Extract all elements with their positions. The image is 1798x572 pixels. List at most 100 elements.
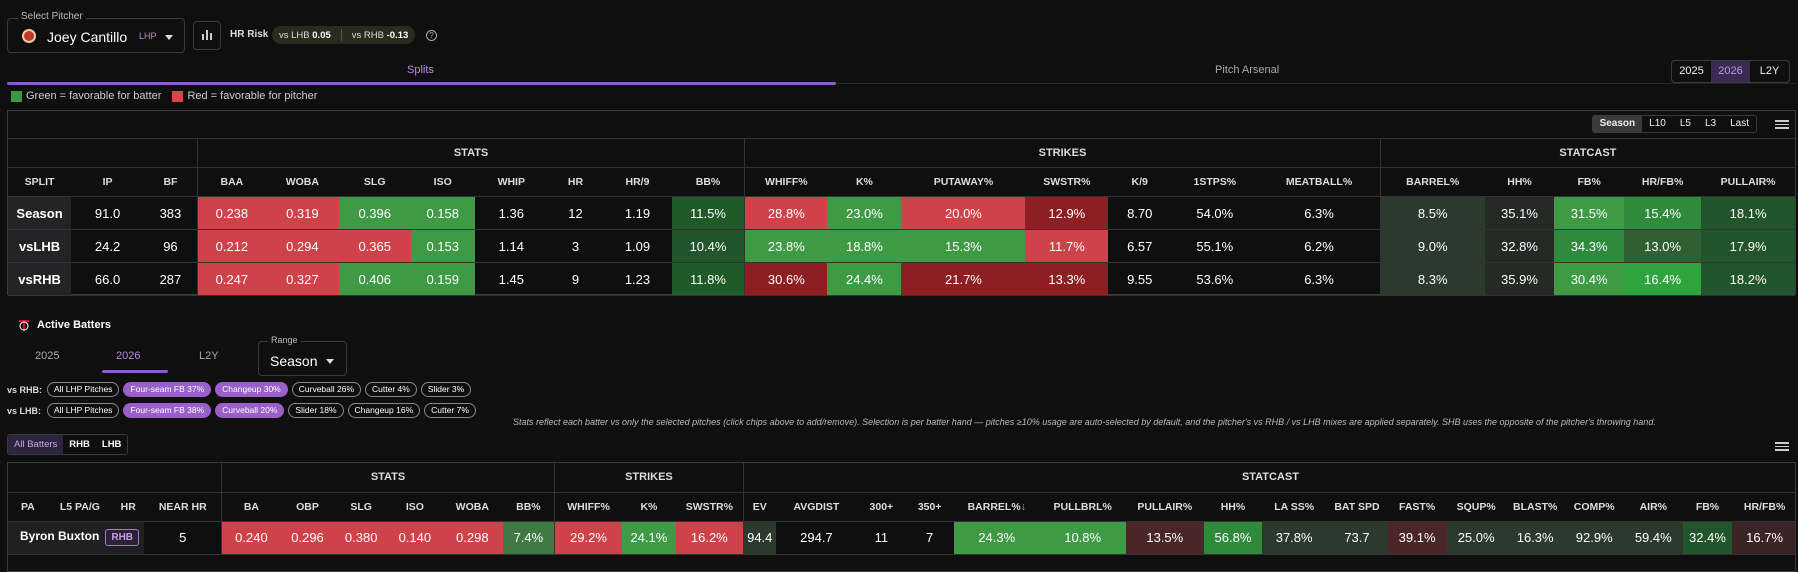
pitch-chip[interactable]: Four-seam FB 37% [123, 382, 212, 397]
batter-col-pullair-pct[interactable]: PULLAIR% [1125, 492, 1204, 522]
col-baa[interactable]: BAA [196, 167, 266, 197]
batter-col-swstr-pct[interactable]: SWSTR% [675, 492, 744, 522]
year-2025-button[interactable]: 2025 [1679, 65, 1704, 77]
pitcher-select[interactable]: Select Pitcher Joey Cantillo LHP [7, 11, 185, 53]
filter-settings-icon[interactable] [1775, 118, 1789, 130]
batter-col-300-plus[interactable]: 300+ [857, 492, 906, 522]
col-split[interactable]: SPLIT [8, 167, 72, 197]
batter-col-near-hr[interactable]: NEAR HR [144, 492, 222, 522]
pitch-chip[interactable]: Changeup 16% [347, 403, 421, 418]
range-label: Range [268, 335, 301, 345]
batter-col-comp-pct[interactable]: COMP% [1564, 492, 1624, 522]
batter-col-hr[interactable]: HR [112, 492, 145, 522]
batter-col-avgdist[interactable]: AVGDIST [775, 492, 858, 522]
pitch-chip[interactable]: Four-seam FB 38% [123, 403, 212, 418]
col-ip[interactable]: IP [71, 167, 145, 197]
batter-col-fast-pct[interactable]: FAST% [1387, 492, 1447, 522]
year-2026-button[interactable]: 2026 [1711, 61, 1750, 82]
pitch-chip[interactable]: All LHP Pitches [47, 403, 120, 418]
chevron-down-icon [165, 35, 173, 40]
pitcher-splits-table: STATS STRIKES STATCAST SPLIT IP BF BAA WOBA S… [8, 138, 1795, 296]
period-l10-button[interactable]: L10 [1649, 118, 1666, 129]
batter-col-350-plus[interactable]: 350+ [905, 492, 954, 522]
col-whip[interactable]: WHIP [474, 167, 548, 197]
period-season-button[interactable]: Season [1592, 116, 1643, 132]
tab-pitch-arsenal[interactable]: Pitch Arsenal [1215, 64, 1280, 76]
col-hh-pct[interactable]: HH% [1484, 167, 1555, 197]
col-1stps-pct[interactable]: 1STPS% [1171, 167, 1259, 197]
batter-col-bb-pct[interactable]: BB% [502, 492, 555, 522]
pitch-chip[interactable]: Cutter 7% [424, 403, 476, 418]
batter-col-pa[interactable]: PA [8, 492, 48, 522]
batter-cell-woba: 0.298 [441, 521, 503, 555]
batter-col-woba[interactable]: WOBA [441, 492, 503, 522]
filter-all-batters[interactable]: All Batters [8, 435, 64, 454]
batter-col-air-pct[interactable]: AIR% [1623, 492, 1683, 522]
batter-col-barrel-pct[interactable]: BARREL%↓ [953, 492, 1040, 522]
batter-col-fb-pct[interactable]: FB% [1682, 492, 1733, 522]
batters-tab-2026[interactable]: 2026 [116, 350, 141, 362]
pitch-chip[interactable]: Slider 3% [420, 382, 472, 397]
batter-col-k-pct[interactable]: K% [622, 492, 676, 522]
batter-col-blast-pct[interactable]: BLAST% [1505, 492, 1565, 522]
col-bb-pct[interactable]: BB% [671, 167, 745, 197]
tab-splits[interactable]: Splits [407, 64, 434, 76]
col-k-pct[interactable]: K% [827, 167, 902, 197]
batter-col-l5-pa-g[interactable]: L5 PA/G [47, 492, 113, 522]
col-meatball-pct[interactable]: MEATBALL% [1258, 167, 1381, 197]
col-fb-pct[interactable]: FB% [1554, 167, 1624, 197]
cell-meatball-pct: 6.3% [1258, 196, 1381, 230]
batter-col-hr-fb-pct[interactable]: HR/FB% [1732, 492, 1795, 522]
pitch-chip[interactable]: Changeup 30% [215, 382, 288, 397]
batter-col-whiff-pct[interactable]: WHIFF% [553, 492, 623, 522]
col-hr-fb-pct[interactable]: HR/FB% [1623, 167, 1702, 197]
filter-rhb[interactable]: RHB [69, 439, 90, 450]
pitch-chip[interactable]: Slider 18% [288, 403, 344, 418]
cell-barrel-pct: 8.5% [1379, 196, 1485, 230]
col-k-9[interactable]: K/9 [1108, 167, 1172, 197]
col-swstr-pct[interactable]: SWSTR% [1025, 167, 1109, 197]
batter-row[interactable]: Byron Buxton RHB 5 0.240 0.296 0.380 0.140 0.29… [8, 521, 1795, 555]
batter-col-obp[interactable]: OBP [280, 492, 335, 522]
batter-col-ev[interactable]: EV [742, 492, 776, 522]
col-bf[interactable]: BF [144, 167, 198, 197]
chart-button[interactable] [193, 21, 221, 50]
team-logo-icon [19, 320, 29, 331]
pitch-chip[interactable]: Curveball 26% [291, 382, 362, 397]
batter-name[interactable]: Byron Buxton [20, 529, 100, 543]
batter-name-cell[interactable]: Byron Buxton RHB [8, 521, 145, 555]
range-select[interactable]: Range Season [258, 335, 347, 376]
batter-col-squp-pct[interactable]: SQUP% [1446, 492, 1506, 522]
col-hr-9[interactable]: HR/9 [603, 167, 672, 197]
year-l2y-button[interactable]: L2Y [1759, 65, 1780, 77]
col-woba[interactable]: WOBA [265, 167, 339, 197]
filter-lhb[interactable]: LHB [101, 439, 122, 450]
help-icon[interactable]: ? [426, 30, 437, 41]
batter-col-slg[interactable]: SLG [334, 492, 389, 522]
col-barrel-pct[interactable]: BARREL% [1379, 167, 1485, 197]
pitch-chip[interactable]: Cutter 4% [365, 382, 417, 397]
col-whiff-pct[interactable]: WHIFF% [744, 167, 828, 197]
pitch-chip[interactable]: All LHP Pitches [47, 382, 120, 397]
batter-settings-icon[interactable] [1775, 440, 1789, 452]
col-slg[interactable]: SLG [338, 167, 411, 197]
batter-group-stats: STATS [221, 463, 555, 493]
batters-tab-2025[interactable]: 2025 [35, 350, 60, 362]
period-l5-button[interactable]: L5 [1679, 118, 1691, 129]
col-putaway-pct[interactable]: PUTAWAY% [901, 167, 1026, 197]
batter-col-hh-pct[interactable]: HH% [1203, 492, 1262, 522]
col-hr[interactable]: HR [547, 167, 604, 197]
batters-tab-l2y[interactable]: L2Y [199, 350, 219, 362]
period-last-button[interactable]: Last [1730, 118, 1749, 129]
batter-col-ba[interactable]: BA [221, 492, 281, 522]
batter-col-bat-spd[interactable]: BAT SPD [1326, 492, 1388, 522]
batter-col-la-ss-pct[interactable]: LA SS% [1261, 492, 1327, 522]
batter-col-pullbrl-pct[interactable]: PULLBRL% [1039, 492, 1126, 522]
cell-bb-pct: 10.4% [671, 229, 745, 263]
col-pullair-pct[interactable]: PULLAIR% [1701, 167, 1795, 197]
pitch-chip[interactable]: Curveball 20% [215, 403, 285, 418]
period-l3-button[interactable]: L3 [1704, 118, 1717, 129]
batter-col-iso[interactable]: ISO [388, 492, 442, 522]
col-iso[interactable]: ISO [410, 167, 475, 197]
cell-baa: 0.247 [196, 262, 266, 296]
